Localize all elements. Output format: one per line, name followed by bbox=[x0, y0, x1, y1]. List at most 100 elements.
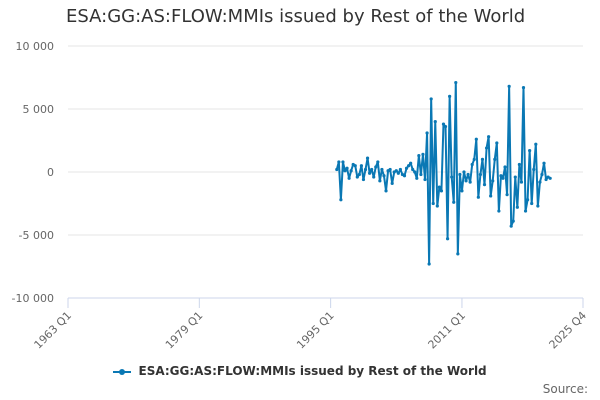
data-point bbox=[519, 180, 524, 184]
data-point bbox=[335, 167, 339, 172]
data-point bbox=[398, 167, 402, 172]
x-tick-label: 1979 Q1 bbox=[163, 309, 206, 352]
data-point bbox=[337, 160, 341, 164]
data-point bbox=[345, 166, 349, 170]
data-point bbox=[384, 189, 388, 193]
data-point bbox=[482, 183, 487, 187]
data-point bbox=[359, 164, 364, 168]
data-point bbox=[402, 174, 407, 178]
data-point bbox=[484, 146, 489, 150]
data-point bbox=[372, 175, 376, 179]
data-point bbox=[435, 204, 439, 208]
data-point bbox=[441, 122, 446, 126]
data-point bbox=[513, 175, 517, 179]
data-point bbox=[474, 137, 478, 141]
data-point bbox=[538, 180, 542, 184]
data-point bbox=[528, 148, 532, 153]
data-point bbox=[448, 94, 452, 98]
data-point bbox=[507, 84, 511, 88]
data-point bbox=[460, 189, 464, 193]
data-point bbox=[450, 175, 454, 179]
data-point bbox=[425, 131, 429, 135]
data-point bbox=[421, 152, 425, 156]
data-point bbox=[523, 209, 528, 213]
data-point bbox=[540, 172, 544, 177]
data-point bbox=[365, 156, 370, 160]
data-point bbox=[491, 179, 495, 183]
data-point bbox=[374, 165, 378, 169]
data-point bbox=[404, 166, 409, 170]
data-point bbox=[433, 120, 437, 124]
data-point bbox=[464, 179, 468, 183]
data-point bbox=[517, 162, 521, 167]
data-point bbox=[380, 167, 384, 172]
data-point bbox=[526, 198, 530, 202]
data-point bbox=[511, 219, 515, 223]
data-point bbox=[548, 176, 552, 180]
data-point bbox=[530, 201, 534, 206]
y-tick-label: 0 bbox=[47, 166, 54, 179]
data-point bbox=[489, 194, 493, 198]
data-point bbox=[413, 170, 417, 174]
data-point bbox=[417, 154, 421, 158]
data-point bbox=[470, 162, 474, 167]
data-point bbox=[411, 167, 415, 172]
data-point bbox=[497, 209, 501, 213]
data-point bbox=[353, 164, 357, 168]
data-point bbox=[407, 164, 411, 168]
source-credit[interactable]: Source: bbox=[542, 382, 588, 396]
data-point bbox=[480, 157, 485, 161]
y-tick-label: 10 000 bbox=[16, 40, 55, 53]
data-point bbox=[445, 237, 450, 241]
data-point bbox=[542, 161, 546, 165]
x-tick-label: 1963 Q1 bbox=[32, 309, 75, 352]
data-point bbox=[388, 167, 392, 172]
data-point bbox=[458, 172, 462, 177]
x-tick-label: 2025 Q4 bbox=[547, 309, 590, 352]
legend[interactable]: ESA:GG:AS:FLOW:MMIs issued by Rest of th… bbox=[0, 364, 600, 378]
data-point bbox=[456, 252, 460, 256]
data-point bbox=[427, 262, 431, 266]
x-tick-label: 1995 Q1 bbox=[294, 309, 337, 352]
legend-label: ESA:GG:AS:FLOW:MMIs issued by Rest of th… bbox=[138, 364, 487, 378]
data-point bbox=[361, 177, 366, 182]
data-point bbox=[370, 167, 374, 172]
data-point bbox=[382, 174, 386, 178]
data-point bbox=[503, 165, 507, 169]
data-point bbox=[509, 224, 513, 228]
data-point bbox=[462, 170, 466, 174]
data-point bbox=[532, 167, 536, 172]
data-point bbox=[452, 200, 456, 204]
data-point bbox=[487, 135, 491, 139]
data-point bbox=[443, 125, 448, 129]
data-point bbox=[495, 141, 499, 145]
data-point bbox=[390, 181, 394, 185]
data-point bbox=[499, 174, 503, 178]
data-point bbox=[454, 80, 458, 85]
chart-title: ESA:GG:AS:FLOW:MMIs issued by Rest of th… bbox=[66, 6, 526, 27]
data-point bbox=[363, 167, 368, 172]
data-point bbox=[415, 176, 419, 180]
data-point bbox=[376, 160, 380, 164]
data-point bbox=[493, 157, 497, 161]
x-tick-label: 2011 Q1 bbox=[426, 309, 469, 352]
data-point bbox=[437, 185, 441, 189]
data-point bbox=[341, 160, 345, 164]
data-point bbox=[419, 172, 423, 177]
data-point bbox=[468, 180, 472, 184]
data-point bbox=[349, 169, 353, 173]
data-point bbox=[423, 177, 427, 182]
data-point bbox=[534, 142, 538, 146]
data-point bbox=[396, 171, 400, 175]
data-point bbox=[431, 201, 435, 206]
data-point bbox=[357, 172, 361, 177]
data-point bbox=[409, 161, 413, 165]
y-tick-label: 5 000 bbox=[23, 103, 55, 116]
data-point bbox=[515, 205, 519, 209]
data-point bbox=[536, 204, 540, 208]
data-point bbox=[339, 198, 343, 202]
data-point bbox=[476, 195, 480, 199]
data-point bbox=[343, 169, 347, 173]
